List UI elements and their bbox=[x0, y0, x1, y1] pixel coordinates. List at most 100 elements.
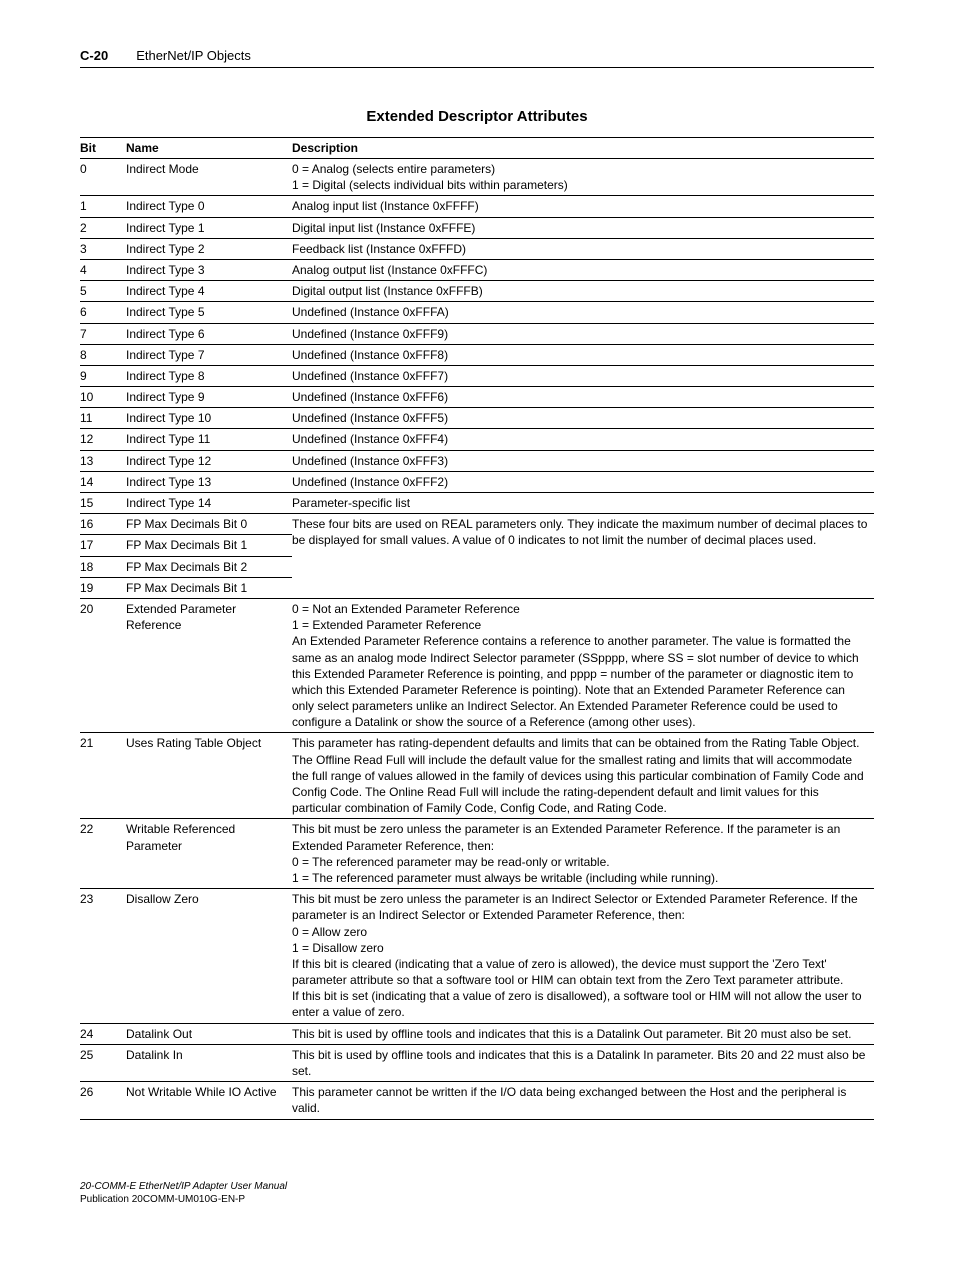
table-row: 9Indirect Type 8Undefined (Instance 0xFF… bbox=[80, 365, 874, 386]
cell-description: Parameter-specific list bbox=[292, 493, 874, 514]
table-row: 11Indirect Type 10Undefined (Instance 0x… bbox=[80, 408, 874, 429]
col-header-bit: Bit bbox=[80, 138, 126, 159]
cell-name: Disallow Zero bbox=[126, 889, 292, 1024]
cell-description: This bit must be zero unless the paramet… bbox=[292, 889, 874, 1024]
cell-name: Indirect Type 13 bbox=[126, 471, 292, 492]
cell-bit: 20 bbox=[80, 598, 126, 733]
table-row: 1Indirect Type 0Analog input list (Insta… bbox=[80, 196, 874, 217]
cell-description: Digital input list (Instance 0xFFFE) bbox=[292, 217, 874, 238]
col-header-description: Description bbox=[292, 138, 874, 159]
cell-name: Indirect Type 0 bbox=[126, 196, 292, 217]
cell-description: This bit is used by offline tools and in… bbox=[292, 1044, 874, 1081]
cell-description: Undefined (Instance 0xFFF6) bbox=[292, 387, 874, 408]
cell-bit: 17 bbox=[80, 535, 126, 556]
cell-name: FP Max Decimals Bit 1 bbox=[126, 577, 292, 598]
table-row: 20Extended Parameter Reference0 = Not an… bbox=[80, 598, 874, 733]
cell-description: Undefined (Instance 0xFFFA) bbox=[292, 302, 874, 323]
table-row: 4Indirect Type 3Analog output list (Inst… bbox=[80, 259, 874, 280]
cell-bit: 12 bbox=[80, 429, 126, 450]
cell-name: FP Max Decimals Bit 1 bbox=[126, 535, 292, 556]
cell-description: These four bits are used on REAL paramet… bbox=[292, 514, 874, 599]
cell-name: Indirect Type 1 bbox=[126, 217, 292, 238]
cell-description: This bit is used by offline tools and in… bbox=[292, 1023, 874, 1044]
cell-bit: 26 bbox=[80, 1082, 126, 1119]
table-row: 10Indirect Type 9Undefined (Instance 0xF… bbox=[80, 387, 874, 408]
cell-name: Indirect Type 2 bbox=[126, 238, 292, 259]
cell-bit: 8 bbox=[80, 344, 126, 365]
cell-name: Indirect Type 7 bbox=[126, 344, 292, 365]
attributes-table: Bit Name Description 0Indirect Mode0 = A… bbox=[80, 137, 874, 1120]
cell-name: Indirect Type 6 bbox=[126, 323, 292, 344]
cell-name: Indirect Type 5 bbox=[126, 302, 292, 323]
cell-bit: 3 bbox=[80, 238, 126, 259]
cell-name: Indirect Type 9 bbox=[126, 387, 292, 408]
table-row: 0Indirect Mode0 = Analog (selects entire… bbox=[80, 159, 874, 196]
cell-bit: 10 bbox=[80, 387, 126, 408]
cell-description: Analog output list (Instance 0xFFFC) bbox=[292, 259, 874, 280]
col-header-name: Name bbox=[126, 138, 292, 159]
cell-description: Undefined (Instance 0xFFF8) bbox=[292, 344, 874, 365]
cell-bit: 18 bbox=[80, 556, 126, 577]
section-title: Extended Descriptor Attributes bbox=[80, 108, 874, 125]
table-row: 25Datalink InThis bit is used by offline… bbox=[80, 1044, 874, 1081]
cell-description: Undefined (Instance 0xFFF5) bbox=[292, 408, 874, 429]
cell-description: Undefined (Instance 0xFFF9) bbox=[292, 323, 874, 344]
cell-bit: 11 bbox=[80, 408, 126, 429]
cell-description: Undefined (Instance 0xFFF4) bbox=[292, 429, 874, 450]
table-row: 7Indirect Type 6Undefined (Instance 0xFF… bbox=[80, 323, 874, 344]
table-row: 8Indirect Type 7Undefined (Instance 0xFF… bbox=[80, 344, 874, 365]
table-row: 15Indirect Type 14Parameter-specific lis… bbox=[80, 493, 874, 514]
table-row: 22Writable Referenced ParameterThis bit … bbox=[80, 819, 874, 889]
table-row: 6Indirect Type 5Undefined (Instance 0xFF… bbox=[80, 302, 874, 323]
table-header-row: Bit Name Description bbox=[80, 138, 874, 159]
page-header: C-20 EtherNet/IP Objects bbox=[80, 48, 874, 68]
cell-name: Not Writable While IO Active bbox=[126, 1082, 292, 1119]
cell-name: FP Max Decimals Bit 0 bbox=[126, 514, 292, 535]
table-row: 24Datalink OutThis bit is used by offlin… bbox=[80, 1023, 874, 1044]
page-footer: 20-COMM-E EtherNet/IP Adapter User Manua… bbox=[80, 1180, 874, 1206]
header-section: EtherNet/IP Objects bbox=[136, 48, 251, 63]
cell-name: Datalink Out bbox=[126, 1023, 292, 1044]
cell-bit: 4 bbox=[80, 259, 126, 280]
cell-description: 0 = Analog (selects entire parameters) 1… bbox=[292, 159, 874, 196]
cell-bit: 2 bbox=[80, 217, 126, 238]
cell-description: This parameter has rating-dependent defa… bbox=[292, 733, 874, 819]
cell-bit: 22 bbox=[80, 819, 126, 889]
cell-description: Analog input list (Instance 0xFFFF) bbox=[292, 196, 874, 217]
table-row: 3Indirect Type 2Feedback list (Instance … bbox=[80, 238, 874, 259]
cell-bit: 14 bbox=[80, 471, 126, 492]
table-row: 16FP Max Decimals Bit 0These four bits a… bbox=[80, 514, 874, 535]
table-row: 13Indirect Type 12Undefined (Instance 0x… bbox=[80, 450, 874, 471]
cell-bit: 16 bbox=[80, 514, 126, 535]
cell-description: Undefined (Instance 0xFFF3) bbox=[292, 450, 874, 471]
table-row: 2Indirect Type 1Digital input list (Inst… bbox=[80, 217, 874, 238]
cell-bit: 19 bbox=[80, 577, 126, 598]
cell-name: Uses Rating Table Object bbox=[126, 733, 292, 819]
cell-bit: 24 bbox=[80, 1023, 126, 1044]
cell-description: Feedback list (Instance 0xFFFD) bbox=[292, 238, 874, 259]
cell-description: Digital output list (Instance 0xFFFB) bbox=[292, 281, 874, 302]
table-row: 12Indirect Type 11Undefined (Instance 0x… bbox=[80, 429, 874, 450]
cell-bit: 21 bbox=[80, 733, 126, 819]
cell-name: Indirect Type 10 bbox=[126, 408, 292, 429]
cell-name: Indirect Type 8 bbox=[126, 365, 292, 386]
cell-name: Indirect Type 4 bbox=[126, 281, 292, 302]
cell-description: This bit must be zero unless the paramet… bbox=[292, 819, 874, 889]
page: C-20 EtherNet/IP Objects Extended Descri… bbox=[0, 0, 954, 1266]
table-row: 14Indirect Type 13Undefined (Instance 0x… bbox=[80, 471, 874, 492]
cell-name: Indirect Type 11 bbox=[126, 429, 292, 450]
page-number: C-20 bbox=[80, 48, 108, 63]
cell-description: Undefined (Instance 0xFFF2) bbox=[292, 471, 874, 492]
cell-description: This parameter cannot be written if the … bbox=[292, 1082, 874, 1119]
cell-bit: 25 bbox=[80, 1044, 126, 1081]
cell-description: 0 = Not an Extended Parameter Reference … bbox=[292, 598, 874, 733]
cell-name: Extended Parameter Reference bbox=[126, 598, 292, 733]
cell-name: Indirect Type 14 bbox=[126, 493, 292, 514]
footer-manual-title: 20-COMM-E EtherNet/IP Adapter User Manua… bbox=[80, 1180, 874, 1193]
cell-bit: 6 bbox=[80, 302, 126, 323]
cell-bit: 0 bbox=[80, 159, 126, 196]
cell-bit: 15 bbox=[80, 493, 126, 514]
cell-name: Datalink In bbox=[126, 1044, 292, 1081]
cell-bit: 23 bbox=[80, 889, 126, 1024]
cell-name: Indirect Type 3 bbox=[126, 259, 292, 280]
